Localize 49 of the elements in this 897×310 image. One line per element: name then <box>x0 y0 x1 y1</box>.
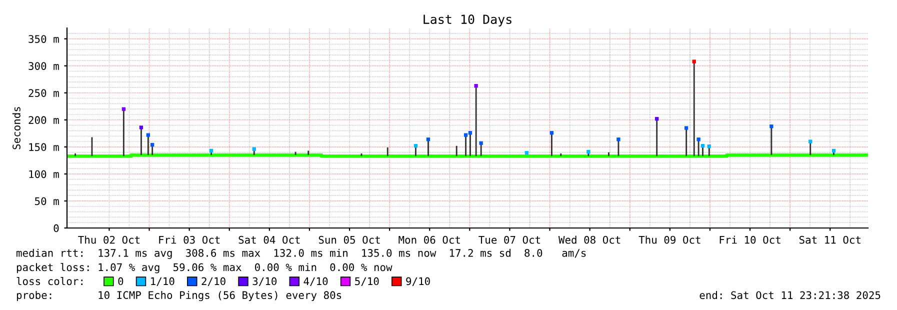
point <box>252 147 256 151</box>
point <box>696 138 700 142</box>
legend-label: 5/10 <box>355 277 379 286</box>
text: probe: 10 ICMP Echo Pings (56 Bytes) every 80s <box>16 290 342 302</box>
legend-title: loss color: <box>16 277 82 286</box>
y-tick-label: 300 m <box>28 62 59 70</box>
point <box>414 144 418 148</box>
x-tick-label: Sat 04 Oct <box>238 236 300 244</box>
point <box>474 84 478 88</box>
legend-label: 2/10 <box>202 277 226 286</box>
text: packet loss: 1.07 % avg 59.06 % max 0.00 % min 0.00 % now <box>16 263 392 274</box>
point <box>209 148 214 153</box>
point <box>139 126 144 130</box>
point <box>700 144 705 148</box>
x-tick-label: Fri 03 Oct <box>159 236 220 244</box>
legend-label: 3/10 <box>252 277 277 286</box>
y-tick-label: 350 m <box>28 35 59 43</box>
y-tick-label: 200 m <box>28 116 59 124</box>
point <box>707 144 711 148</box>
x-tick-label: Wed 08 Oct <box>558 236 620 244</box>
point <box>524 151 529 155</box>
legend-label: 1/10 <box>151 277 174 286</box>
text: end: Sat Oct 11 23:21:38 2025 <box>700 291 880 300</box>
point <box>479 141 483 145</box>
x-tick-label: Thu 02 Oct <box>78 236 140 244</box>
x-tick-label: Sat 11 Oct <box>799 236 860 244</box>
point <box>122 107 126 111</box>
y-tick-label: 50 m <box>35 197 59 206</box>
y-tick-label: 100 m <box>29 170 59 178</box>
y-axis-title: Seconds <box>12 107 20 150</box>
y-tick-label: 250 m <box>28 89 59 97</box>
x-tick-label: Mon 06 Oct <box>398 236 460 244</box>
x-tick-label: Thu 09 Oct <box>638 236 700 244</box>
x-tick-label: Sun 05 Oct <box>318 236 380 244</box>
point <box>616 138 620 142</box>
y-tick-label: 0 <box>54 224 59 232</box>
y-tick-label: 150 m <box>29 143 59 152</box>
point <box>550 131 554 135</box>
text: median rtt: 137.1 ms avg 308.6 ms max 132.0 ms min 135.0 ms now 17.2 ms sd 8.0 am/s <box>16 248 586 259</box>
x-tick-label: Tue 07 Oct <box>478 236 540 244</box>
point <box>692 60 696 64</box>
point <box>150 142 154 147</box>
legend-label: 0 <box>118 277 124 286</box>
point <box>832 148 836 153</box>
chart-title: Last 10 Days <box>424 14 512 26</box>
point <box>684 126 688 130</box>
x-tick-label: Fri 10 Oct <box>720 236 780 244</box>
legend-label: 9/10 <box>406 277 430 286</box>
legend-label: 4/10 <box>304 277 328 286</box>
